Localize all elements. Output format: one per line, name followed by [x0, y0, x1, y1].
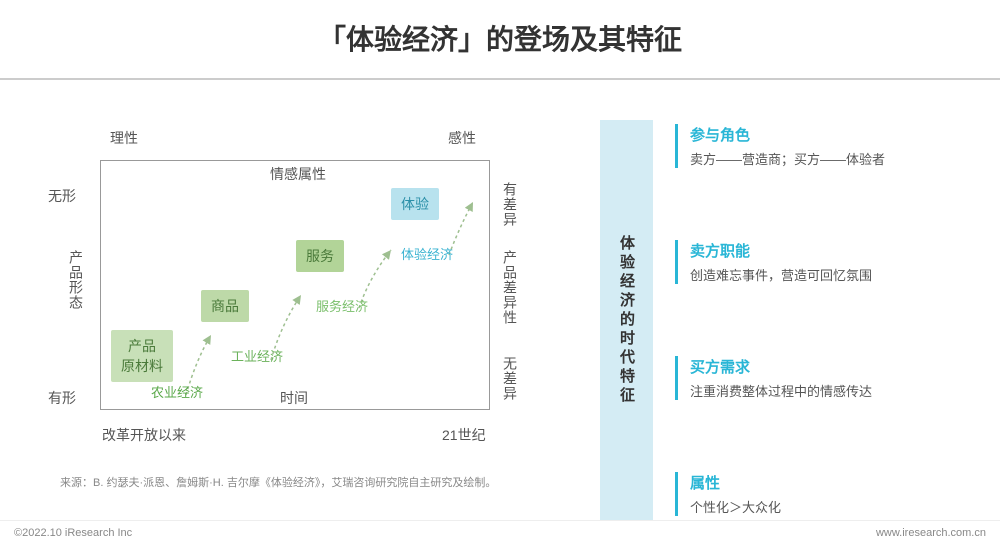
footer-left: ©2022.10 iResearch Inc [14, 527, 132, 539]
axis-top-right: 感性 [448, 128, 476, 148]
econ-label-1: 工业经济 [231, 346, 283, 365]
feature-item-3: 属性个性化＞大众化 [675, 472, 970, 516]
feature-item-2: 买方需求注重消费整体过程中的情感传达 [675, 356, 970, 400]
stage-box-3: 体验 [391, 188, 439, 220]
econ-label-2: 服务经济 [316, 296, 368, 315]
features-heading-box: 体验经济的时代特征 [600, 120, 653, 520]
content-area: 理性 感性 情感属性 时间 改革开放以来 21世纪 无形 产品形态 有形 有差异… [0, 80, 1000, 520]
axis-left-bottom: 有形 [48, 388, 76, 408]
chart-panel: 理性 感性 情感属性 时间 改革开放以来 21世纪 无形 产品形态 有形 有差异… [30, 110, 550, 520]
axis-bottom-left: 改革开放以来 [102, 425, 186, 445]
feature-desc-3: 个性化＞大众化 [690, 497, 970, 516]
page-title: 「体验经济」的登场及其特征 [0, 0, 1000, 80]
chart-area: 理性 感性 情感属性 时间 改革开放以来 21世纪 无形 产品形态 有形 有差异… [30, 110, 550, 470]
feature-title-0: 参与角色 [690, 124, 970, 145]
econ-label-3: 体验经济 [401, 244, 453, 263]
feature-desc-1: 创造难忘事件，营造可回忆氛围 [690, 265, 970, 284]
feature-title-2: 买方需求 [690, 356, 970, 377]
stage-box-0: 产品 原材料 [111, 330, 173, 382]
source-text: 来源：B. 约瑟夫·派恩、詹姆斯·H. 吉尔摩《体验经济》，艾瑞咨询研究院自主研… [30, 470, 550, 490]
axis-left-top: 无形 [48, 186, 76, 206]
features-heading: 体验经济的时代特征 [616, 235, 637, 406]
feature-desc-2: 注重消费整体过程中的情感传达 [690, 381, 970, 400]
stage-box-1: 商品 [201, 290, 249, 322]
econ-label-0: 农业经济 [151, 382, 203, 401]
axis-right-mid: 产品差异性 [500, 250, 520, 325]
footer-right: www.iresearch.com.cn [876, 527, 986, 539]
feature-title-3: 属性 [690, 472, 970, 493]
feature-item-0: 参与角色卖方——营造商；买方——体验者 [675, 124, 970, 168]
footer: ©2022.10 iResearch Inc www.iresearch.com… [0, 520, 1000, 547]
feature-item-1: 卖方职能创造难忘事件，营造可回忆氛围 [675, 240, 970, 284]
feature-desc-0: 卖方——营造商；买方——体验者 [690, 149, 970, 168]
stage-box-2: 服务 [296, 240, 344, 272]
plot-box: 产品 原材料农业经济 商品工业经济 服务服务经济 体验体验经济 [100, 160, 490, 410]
features-panel: 体验经济的时代特征 参与角色卖方——营造商；买方——体验者卖方职能创造难忘事件，… [550, 110, 970, 520]
axis-bottom-right: 21世纪 [442, 425, 486, 445]
axis-left-mid: 产品形态 [66, 250, 86, 310]
axis-right-top: 有差异 [500, 182, 520, 227]
axis-top-left: 理性 [110, 128, 138, 148]
feature-title-1: 卖方职能 [690, 240, 970, 261]
axis-right-bottom: 无差异 [500, 356, 520, 401]
feature-list: 参与角色卖方——营造商；买方——体验者卖方职能创造难忘事件，营造可回忆氛围买方需… [653, 120, 970, 520]
